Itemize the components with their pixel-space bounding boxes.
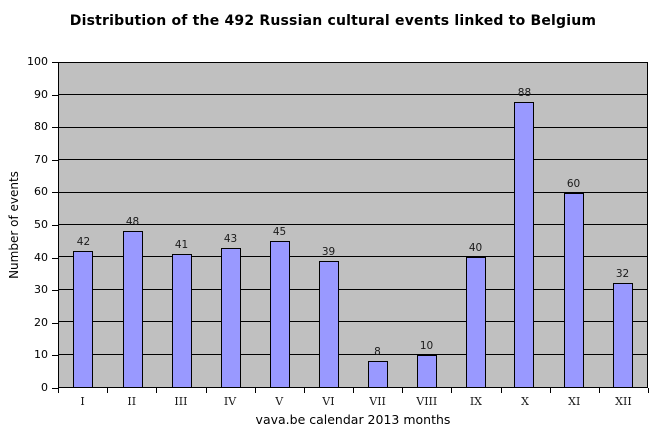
- x-axis-tick: [549, 388, 551, 393]
- gridline: [59, 256, 647, 258]
- y-axis-tick-label: 100: [27, 55, 48, 68]
- x-axis-tick: [58, 388, 59, 393]
- bar-value-label: 42: [76, 235, 91, 248]
- x-axis-category-label: XII: [615, 395, 632, 408]
- bar-VI: [318, 260, 339, 387]
- y-axis-tick-label: 80: [34, 120, 48, 134]
- bar-XII: [612, 283, 633, 387]
- x-axis-tick: [303, 388, 305, 393]
- bar-II: [122, 231, 143, 387]
- bar-value-label: 48: [125, 216, 140, 229]
- y-axis-tick: [52, 62, 58, 63]
- bar-XI: [563, 192, 584, 387]
- y-axis-tick-label: 10: [34, 348, 48, 362]
- x-axis-category-label: I: [80, 395, 85, 408]
- y-axis-tick: [52, 192, 58, 194]
- y-axis-tick: [52, 127, 58, 129]
- gridline: [59, 224, 647, 225]
- x-axis-category-label: II: [127, 395, 137, 408]
- bar-value-label: 40: [468, 242, 483, 255]
- x-axis-tick: [107, 388, 109, 393]
- y-axis-tick: [52, 159, 58, 161]
- x-axis-category-label: VI: [322, 395, 335, 408]
- bar-IX: [465, 257, 486, 387]
- bar-value-label: 88: [517, 86, 532, 99]
- x-axis-tick: [353, 388, 354, 393]
- bar-I: [73, 250, 94, 387]
- y-axis-tick: [52, 257, 58, 259]
- x-axis-tick: [598, 388, 600, 393]
- bar-value-label: 8: [374, 346, 381, 359]
- x-axis-category-label: IX: [469, 395, 482, 408]
- x-axis-category-label: VIII: [416, 395, 438, 408]
- bar-value-label: 10: [419, 339, 434, 352]
- bar-value-label: 39: [321, 245, 336, 258]
- bar-X: [514, 101, 535, 387]
- bar-value-label: 41: [174, 239, 189, 252]
- y-axis-tick-label: 30: [34, 283, 48, 297]
- bar-value-label: 32: [615, 268, 630, 281]
- gridline: [59, 94, 647, 96]
- x-axis-tick: [451, 388, 453, 393]
- bar-value-label: 60: [566, 177, 581, 190]
- y-axis-tick-label: 40: [34, 250, 48, 264]
- x-axis-category-label: VII: [369, 395, 386, 408]
- x-axis-tick: [648, 388, 649, 393]
- bar-VII: [367, 361, 388, 387]
- x-axis-tick: [156, 388, 158, 393]
- y-axis-tick-label: 90: [34, 87, 48, 101]
- y-axis-tick: [52, 388, 58, 389]
- bar-V: [269, 241, 290, 387]
- gridline: [59, 159, 647, 161]
- bar-value-label: 43: [223, 232, 238, 245]
- x-axis-tick: [500, 388, 502, 393]
- gridline: [59, 321, 647, 323]
- x-axis-title: vava.be calendar 2013 months: [255, 412, 451, 427]
- plot-area: 42 48 41 43 45 39 8 10 40 88 60 32: [58, 62, 648, 388]
- y-axis-tick: [52, 355, 58, 357]
- y-axis-tick: [52, 94, 58, 96]
- x-axis-category-label: III: [174, 395, 188, 408]
- x-axis-category-label: X: [521, 395, 529, 408]
- y-axis-tick-label: 60: [34, 185, 48, 199]
- x-axis-category-label: XI: [568, 395, 581, 408]
- bar-value-label: 45: [272, 226, 287, 239]
- y-axis-tick-label: 50: [34, 218, 48, 231]
- bar-III: [171, 254, 192, 387]
- bar-VIII: [416, 354, 437, 387]
- gridline: [59, 288, 647, 290]
- x-axis-category-label: V: [275, 395, 284, 408]
- y-axis-tick-label: 20: [34, 315, 48, 329]
- x-axis-tick: [254, 388, 256, 393]
- y-axis-tick: [52, 225, 58, 226]
- x-axis-tick: [205, 388, 207, 393]
- gridline: [59, 353, 647, 355]
- bar-IV: [220, 247, 241, 387]
- gridline: [59, 191, 647, 193]
- y-axis-tick: [52, 322, 58, 324]
- y-axis-tick-label: 70: [34, 152, 48, 166]
- x-axis-category-label: IV: [223, 395, 237, 408]
- gridline: [59, 126, 647, 128]
- y-axis-tick-label: 0: [41, 381, 48, 394]
- x-axis-tick: [402, 388, 404, 393]
- y-axis-tick: [52, 290, 58, 292]
- chart-title: Distribution of the 492 Russian cultural…: [69, 13, 597, 29]
